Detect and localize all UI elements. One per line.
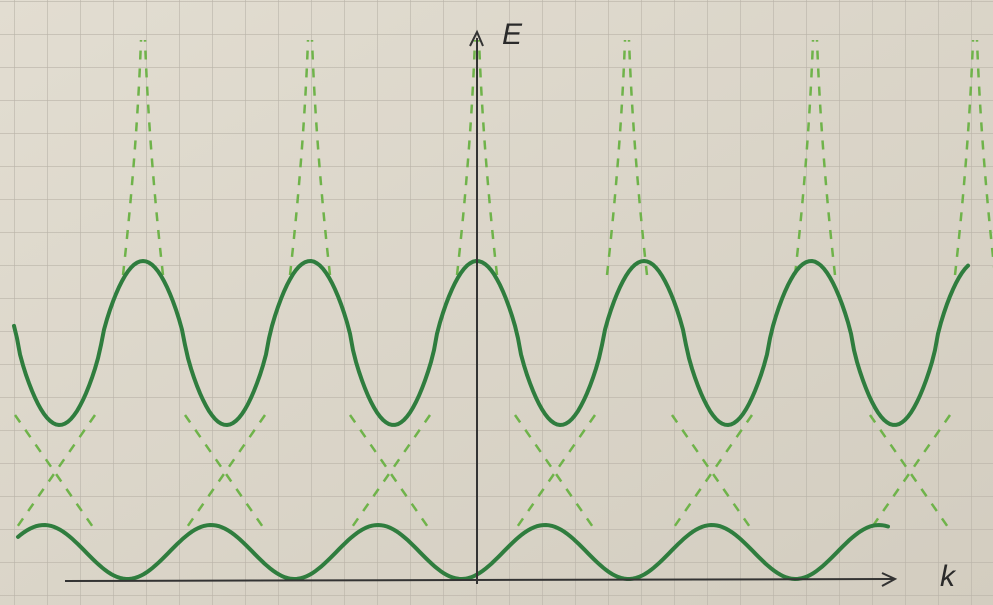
- energy-bands: [12, 258, 970, 582]
- crossing: [183, 414, 267, 531]
- k-axis: [64, 578, 894, 582]
- crossing: [513, 414, 597, 531]
- k-arrow: [881, 572, 898, 587]
- crossing: [868, 414, 952, 531]
- crossing: [348, 414, 432, 531]
- crossing: [513, 414, 597, 531]
- crossing: [183, 414, 267, 531]
- crossing: [13, 414, 97, 531]
- crossing: [348, 414, 432, 531]
- k-label: k: [940, 560, 957, 593]
- free-electron-parabolas: [13, 39, 993, 531]
- upper-band: [12, 258, 970, 428]
- crossing: [13, 414, 97, 531]
- crossing: [670, 414, 754, 531]
- crossing: [670, 414, 754, 531]
- crossing: [868, 414, 952, 531]
- e-label: E: [502, 18, 523, 51]
- lower-band: [16, 522, 890, 582]
- e-arrow: [469, 29, 484, 47]
